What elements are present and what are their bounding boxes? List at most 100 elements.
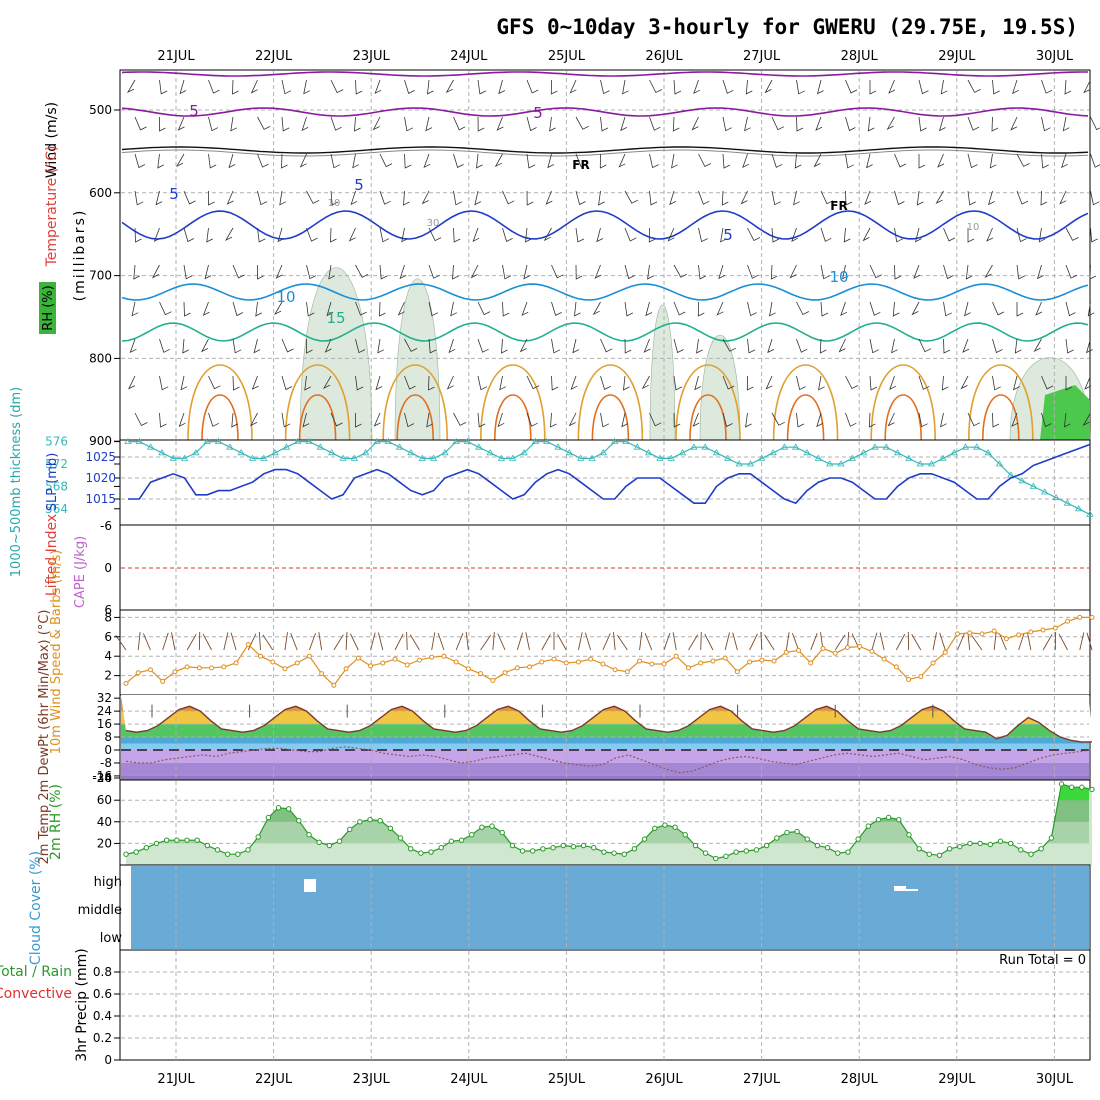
wind-barb	[918, 412, 928, 428]
date-label-bottom: 21JUL	[157, 1072, 195, 1087]
thickness-point	[758, 454, 766, 461]
wind-barb	[643, 338, 651, 353]
y-tick-label: 2	[104, 669, 112, 683]
wind-barb	[867, 116, 875, 132]
contour-line	[884, 394, 922, 441]
wind-barb	[208, 116, 219, 132]
cloud-gap	[906, 889, 918, 891]
contour-label: 30	[427, 218, 440, 229]
wind-barb	[718, 264, 726, 280]
wind-barb	[1089, 264, 1097, 280]
rh-point	[214, 847, 221, 853]
wind-barb	[649, 412, 662, 427]
rh-point	[306, 832, 312, 838]
wind-barb	[448, 338, 456, 354]
surface-wind-barb	[162, 632, 169, 651]
wind-barb	[1065, 376, 1073, 391]
wind-barb	[624, 190, 638, 204]
upper-air-panel: 500 600 700 800 900 5 5 5 5 FR FR 10 15 10 5…	[39, 69, 1100, 448]
wind-barb	[404, 79, 415, 94]
thickness-point	[203, 437, 211, 444]
wind-barb	[183, 301, 191, 317]
wind-barb	[747, 227, 761, 242]
wind-barb	[987, 190, 995, 206]
wind-barb	[645, 301, 653, 317]
rh-point	[408, 846, 414, 852]
thickness-point	[158, 449, 166, 456]
wind-barb	[330, 79, 344, 94]
rh-point	[804, 836, 810, 842]
wind-barb	[177, 116, 185, 131]
wind-speed-point	[918, 674, 924, 680]
wind-barb	[698, 227, 708, 243]
contour-line	[982, 394, 1020, 441]
wind-barb	[1065, 338, 1074, 354]
wind-barb	[477, 116, 485, 132]
wind-barb	[1016, 190, 1029, 205]
wind-barb	[306, 264, 317, 280]
wind-barb	[575, 116, 589, 130]
wind-barb	[1038, 227, 1046, 243]
wind-barb	[180, 375, 188, 391]
wind-barb	[722, 375, 735, 390]
wind-speed-point	[453, 659, 459, 665]
wind-barb	[352, 153, 359, 169]
rh-point	[946, 846, 953, 852]
wind-barb	[621, 412, 629, 428]
wind-speed-point	[478, 671, 484, 677]
wind-barb	[696, 338, 703, 354]
surface-wind-barb	[911, 634, 922, 651]
contour-line	[121, 71, 1088, 77]
wind-speed-point	[527, 664, 533, 670]
wind-speed-point	[869, 648, 875, 654]
wind-barb	[257, 116, 271, 130]
y-tick-label: 1025	[85, 450, 116, 464]
rh-ylabel: 2m RH (%)	[48, 784, 64, 860]
thickness-point	[531, 437, 540, 444]
wind-barb	[281, 412, 291, 428]
date-label-bottom: 25JUL	[548, 1072, 586, 1087]
rh-point	[631, 846, 638, 852]
precip-frame	[119, 949, 1091, 1061]
wind-barb	[599, 153, 607, 169]
rh-point	[458, 837, 465, 843]
wind-barb	[502, 227, 513, 242]
wind-barb	[598, 190, 605, 206]
wind-barb	[1033, 338, 1042, 353]
thickness-point	[260, 454, 268, 461]
wind-barb	[624, 264, 635, 280]
wind-barb	[649, 116, 661, 131]
y-tick-label: 0.2	[93, 1031, 112, 1045]
surface-wind-barb	[834, 634, 846, 651]
thickness-point	[192, 449, 200, 456]
wind-barb	[526, 412, 538, 427]
wind-barb	[404, 338, 418, 352]
y-tick-label: 0.8	[93, 965, 112, 979]
wind-barb	[159, 375, 169, 391]
precip-yticks: 0 0.2 0.4 0.6 0.8	[93, 965, 120, 1067]
wind-barb	[891, 338, 898, 354]
wind-barb	[796, 412, 805, 428]
wind-barb	[866, 153, 873, 169]
wind-barb	[549, 116, 556, 132]
y-tick-label: -16	[92, 769, 112, 783]
thickness-point	[407, 449, 415, 456]
wind-barb	[526, 190, 534, 206]
rh-point	[875, 816, 882, 823]
wind-barb	[742, 153, 750, 168]
thickness-point	[146, 443, 155, 450]
date-label-bottom: 26JUL	[645, 1072, 683, 1087]
rh-point	[1048, 835, 1055, 841]
wind-barb	[992, 79, 1000, 95]
wind-barb	[915, 227, 922, 243]
wind-barb	[918, 79, 929, 95]
wind-barb	[374, 79, 382, 95]
wind-barb	[845, 116, 856, 132]
wind-barb	[864, 190, 872, 205]
wind-barb	[304, 375, 311, 391]
rh-point	[702, 850, 709, 856]
wind-yticks: 2 4 6 8	[104, 610, 120, 683]
wind-barb	[550, 412, 557, 428]
wind-barb	[206, 227, 213, 243]
